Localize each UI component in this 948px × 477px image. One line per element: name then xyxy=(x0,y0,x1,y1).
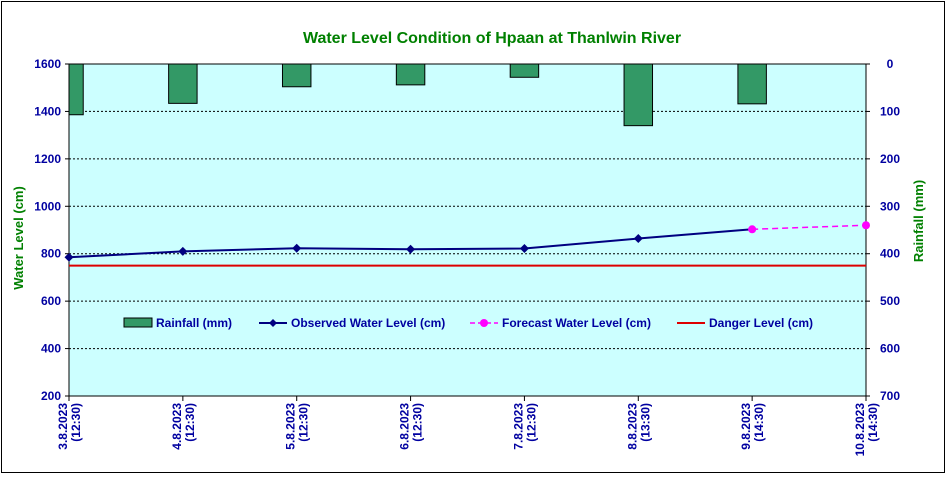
x-tick-date: 9.8.2023 xyxy=(739,403,753,450)
x-tick-date: 3.8.2023 xyxy=(56,403,70,450)
legend-swatch-rainfall xyxy=(123,317,153,328)
x-tick-label: 8.8.2023 (13:30) xyxy=(625,403,652,450)
rainfall-bar xyxy=(395,63,426,86)
legend-marker-forecast xyxy=(480,319,488,327)
y2-tick-label: 400 xyxy=(880,247,900,261)
rainfall-bar xyxy=(281,63,312,88)
x-tick-time: (12:30) xyxy=(297,403,311,442)
observed-level-point xyxy=(633,234,643,244)
y-tick-label: 1000 xyxy=(34,199,61,213)
y2-tick-label: 700 xyxy=(880,389,900,403)
forecast-level-line xyxy=(752,224,867,231)
x-tick-time: (14:30) xyxy=(866,403,880,442)
legend-marker-observed xyxy=(269,319,277,327)
rainfall-bar xyxy=(509,63,540,78)
legend-label: Forecast Water Level (cm) xyxy=(502,316,651,330)
y2-tick-label: 0 xyxy=(887,57,894,71)
y-tick-label: 200 xyxy=(41,389,61,403)
y-tick-label: 1200 xyxy=(34,152,61,166)
x-tick-label: 10.8.2023 (14:30) xyxy=(853,403,880,457)
legend-label: Danger Level (cm) xyxy=(709,316,813,330)
x-tick-time: (13:30) xyxy=(638,403,652,442)
gridlines xyxy=(69,110,866,350)
y-tick-label: 1600 xyxy=(34,57,61,71)
chart-title: Water Level Condition of Hpaan at Thanlw… xyxy=(303,30,681,47)
x-tick-time: (12:30) xyxy=(524,403,538,442)
x-tick-label: 4.8.2023 (12:30) xyxy=(170,403,197,450)
x-tick-time: (12:30) xyxy=(69,403,83,442)
axes: 1600 1400 1200 1000 800 600 400 200 0 100 200 300 40… xyxy=(34,57,900,456)
x-tick-label: 7.8.2023 (12:30) xyxy=(511,403,538,450)
x-tick-date: 5.8.2023 xyxy=(284,403,298,450)
y-tick-label: 800 xyxy=(41,247,61,261)
rainfall-bar xyxy=(168,63,198,104)
y2-tick-label: 600 xyxy=(880,342,900,356)
y2-axis-title: Rainfall (mm) xyxy=(911,180,926,262)
x-tick-date: 4.8.2023 xyxy=(170,403,184,450)
x-tick-label: 3.8.2023 (12:30) xyxy=(56,403,83,450)
y-axis-title: Water Level (cm) xyxy=(11,186,26,290)
y-tick-label: 600 xyxy=(41,294,61,308)
x-tick-date: 8.8.2023 xyxy=(625,403,639,450)
legend-label: Rainfall (mm) xyxy=(156,316,232,330)
x-tick-time: (14:30) xyxy=(752,403,766,442)
rainfall-bar xyxy=(68,63,84,116)
observed-level-point xyxy=(292,243,302,253)
water-level-chart: Water Level Condition of Hpaan at Thanlw… xyxy=(11,30,926,456)
y2-tick-label: 300 xyxy=(880,199,900,213)
x-tick-label: 6.8.2023 (12:30) xyxy=(398,403,425,450)
y2-tick-label: 200 xyxy=(880,152,900,166)
observed-level-point xyxy=(406,244,416,254)
legend: Rainfall (mm) Observed Water Level (cm) Fo… xyxy=(123,316,813,330)
forecast-level-point xyxy=(862,221,870,230)
observed-level-point xyxy=(64,252,74,262)
x-tick-label: 5.8.2023 (12:30) xyxy=(284,403,311,450)
y-tick-label: 400 xyxy=(41,342,61,356)
x-tick-time: (12:30) xyxy=(411,403,425,442)
y2-tick-label: 100 xyxy=(880,104,900,118)
rainfall-bar xyxy=(737,63,767,105)
observed-level-point xyxy=(519,243,529,253)
x-tick-date: 10.8.2023 xyxy=(853,403,867,457)
observed-level-point xyxy=(178,246,188,256)
x-tick-time: (12:30) xyxy=(183,403,197,442)
rainfall-bars xyxy=(68,63,767,127)
x-tick-date: 6.8.2023 xyxy=(398,403,412,450)
level-lines xyxy=(64,221,870,267)
y2-tick-label: 500 xyxy=(880,294,900,308)
y-tick-label: 1400 xyxy=(34,104,61,118)
rainfall-bar xyxy=(623,63,654,127)
x-tick-label: 9.8.2023 (14:30) xyxy=(739,403,766,450)
legend-label: Observed Water Level (cm) xyxy=(291,316,445,330)
x-tick-date: 7.8.2023 xyxy=(511,403,525,450)
forecast-level-point xyxy=(748,225,757,234)
